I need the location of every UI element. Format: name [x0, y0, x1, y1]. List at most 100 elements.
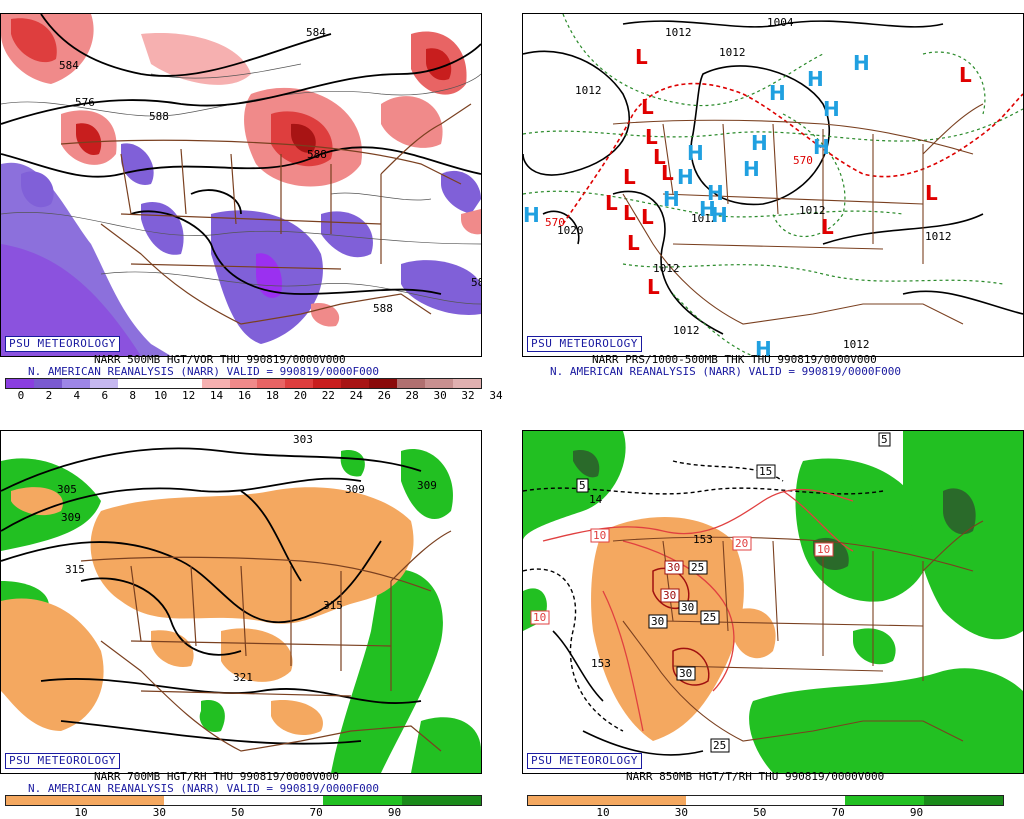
isobar-label: 1012: [673, 324, 700, 337]
colorbar-swatch: [6, 379, 34, 388]
colorbar-tick-label: 20: [293, 389, 307, 402]
panel2-valid: N. AMERICAN REANALYSIS (NARR) VALID = 99…: [550, 365, 901, 378]
colorbar-swatch: [229, 379, 258, 388]
boxed-contour-label: 20: [735, 537, 748, 550]
boxed-contour-label: 30: [679, 667, 692, 680]
contour-label: 588: [373, 302, 393, 315]
low-pressure-marker: L: [623, 201, 636, 225]
label-box: [648, 614, 668, 629]
high-pressure-marker: H: [853, 51, 870, 75]
label-box: [676, 666, 696, 681]
colorbar-swatch: [201, 379, 230, 388]
colorbar-tick-label: 4: [73, 389, 81, 402]
rh700-map: 303 309 305 309 315 315 321 309: [1, 431, 481, 773]
colorbar-swatch: [89, 379, 118, 388]
colorbar-tick-label: 28: [405, 389, 419, 402]
boxed-contour-label: 25: [703, 611, 716, 624]
vorticity-colorbar: [5, 378, 482, 389]
label-box: [660, 588, 680, 603]
boxed-contour-label: 10: [817, 543, 830, 556]
high-pressure-marker: H: [523, 203, 540, 227]
colorbar-tick-label: 6: [101, 389, 109, 402]
colorbar-tick-label: 24: [349, 389, 363, 402]
high-pressure-marker: H: [807, 67, 824, 91]
contour-label: 588: [149, 110, 169, 123]
colorbar-tick-label: 34: [489, 389, 503, 402]
boxed-contour-label: 30: [651, 615, 664, 628]
colorbar-tick-label: 14: [209, 389, 224, 402]
colorbar-tick-label: 2: [45, 389, 53, 402]
colorbar-swatch: [341, 379, 370, 388]
height-label: 153: [693, 533, 713, 546]
boxed-contour-label: 25: [691, 561, 704, 574]
rh700-colorbar: [5, 795, 482, 806]
isobar-label: 1012: [925, 230, 952, 243]
panel1-valid: N. AMERICAN REANALYSIS (NARR) VALID = 99…: [28, 365, 379, 378]
colorbar-swatch: [313, 379, 342, 388]
colorbar-tick-label: 12: [181, 389, 196, 402]
colorbar-tick-label: 16: [237, 389, 252, 402]
boxed-contour-label: 15: [759, 465, 772, 478]
low-pressure-marker: L: [661, 161, 674, 185]
high-pressure-marker: H: [699, 197, 716, 221]
low-pressure-marker: L: [627, 231, 640, 255]
panel-500mb-vorticity: 584 584 576 588 588 588 588 PSU METEOROL…: [0, 13, 482, 357]
colorbar-tick-label: 8: [129, 389, 137, 402]
rh700-scale-ticks: 10 30 50 70 90: [74, 806, 402, 819]
low-pressure-marker: L: [645, 125, 658, 149]
boxed-contour-label: 30: [663, 589, 676, 602]
label-box: [710, 738, 730, 753]
isobar-label: 1012: [843, 338, 870, 351]
high-pressure-marker: H: [711, 203, 728, 227]
psu-badge: PSU METEOROLOGY: [5, 753, 120, 769]
psu-badge: PSU METEOROLOGY: [527, 336, 642, 352]
contour-label: 588: [471, 276, 481, 289]
low-pressure-marker: L: [821, 215, 834, 239]
label-box: [688, 560, 708, 575]
height-label: 321: [233, 671, 253, 684]
isobar-label: 1012: [691, 212, 718, 225]
panel-700mb-rh: 303 309 305 309 315 315 321 309 PSU METE…: [0, 430, 482, 774]
height-label: 303: [293, 433, 313, 446]
high-pressure-marker: H: [663, 187, 680, 211]
panel-1000-500-thickness: 1004 1012 1012 1012 1020 1012 1012 1012 …: [522, 13, 1024, 357]
label-box: [732, 536, 752, 551]
contour-label: 584: [59, 59, 79, 72]
boxed-contour-label: 30: [681, 601, 694, 614]
boxed-contour-label: 5: [579, 479, 586, 492]
low-pressure-marker: L: [641, 205, 654, 229]
isobar-label: 1020: [557, 224, 584, 237]
height-label: 315: [323, 599, 343, 612]
height-label: 153: [591, 657, 611, 670]
pressure-map: 1004 1012 1012 1012 1020 1012 1012 1012 …: [523, 14, 1023, 356]
low-pressure-marker: L: [647, 275, 660, 299]
panel4-title: NARR 850MB HGT/T/RH THU 990819/0000V000: [626, 770, 885, 783]
low-pressure-marker: L: [641, 95, 654, 119]
high-pressure-marker: H: [677, 165, 694, 189]
isobar-label: 1012: [665, 26, 692, 39]
t850-map: 5 5 15 10 10 20 10 30 30 30 30 25 25 30 25 153 153 14: [523, 431, 1023, 773]
boxed-contour-label: 10: [533, 611, 546, 624]
colorbar-swatch: [397, 379, 426, 388]
height-label: 14: [589, 493, 603, 506]
colorbar-tick-label: 30: [433, 389, 447, 402]
colorbar-swatch: [285, 379, 314, 388]
height-label: 305: [57, 483, 77, 496]
high-pressure-marker: H: [687, 141, 704, 165]
high-pressure-marker: H: [769, 81, 786, 105]
low-pressure-marker: L: [605, 191, 618, 215]
colorbar-tick-label: 32: [461, 389, 475, 402]
colorbar-swatch: [257, 379, 286, 388]
height-label: 309: [417, 479, 437, 492]
vorticity-scale-ticks: 0 2 4 6 8 10 12 14 16 18 20 22 24 26 28 30 32 34: [5, 389, 503, 402]
height-label: 315: [65, 563, 85, 576]
label-box: [590, 528, 610, 543]
colorbar-swatch: [33, 379, 62, 388]
high-pressure-marker: H: [743, 157, 760, 181]
label-box: [878, 432, 891, 447]
vorticity-map: 584 584 576 588 588 588 588: [1, 14, 481, 356]
panel2-title: NARR PRS/1000-500MB THK THU 990819/0000V…: [592, 353, 877, 366]
label-box: [678, 600, 698, 615]
panel3-valid: N. AMERICAN REANALYSIS (NARR) VALID = 99…: [28, 782, 379, 795]
label-box: [756, 464, 776, 479]
